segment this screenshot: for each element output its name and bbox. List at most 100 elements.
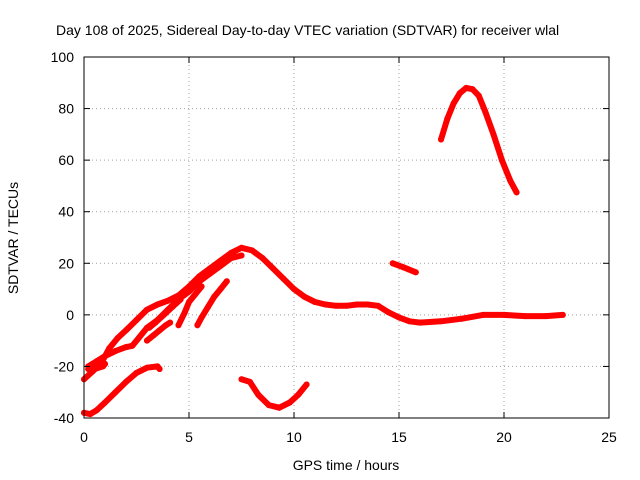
y-tick-label: 20 [58, 255, 74, 271]
data-point [106, 345, 113, 352]
data-point [322, 301, 329, 308]
data-point [513, 189, 520, 196]
data-point [238, 244, 245, 251]
data-point [343, 302, 350, 309]
data-point [169, 304, 176, 311]
data-point [280, 275, 287, 282]
y-axis-label: SDTVAR / TECUs [5, 182, 21, 294]
data-point [217, 262, 224, 269]
data-point [444, 115, 451, 122]
data-point [198, 314, 205, 321]
data-point [249, 247, 255, 254]
data-point [102, 353, 108, 360]
data-point [186, 299, 192, 305]
data-point [223, 278, 230, 285]
x-tick-label: 25 [601, 429, 617, 445]
data-point [389, 260, 396, 267]
data-point [123, 344, 129, 351]
data-point [146, 324, 153, 331]
data-point [522, 313, 528, 320]
data-point [482, 108, 489, 115]
data-point [238, 376, 245, 383]
x-tick-label: 15 [391, 429, 407, 445]
data-point [211, 293, 218, 300]
data-point [480, 311, 486, 318]
data-point [490, 131, 497, 138]
data-point [450, 100, 457, 107]
data-point [156, 327, 163, 334]
data-point [265, 402, 272, 409]
y-tick-label: 0 [66, 307, 74, 323]
y-tick-label: 80 [58, 101, 74, 117]
data-point [93, 358, 100, 365]
data-point [123, 327, 129, 334]
data-point [160, 311, 167, 318]
data-point [204, 304, 211, 311]
data-point [385, 309, 392, 316]
data-point [507, 177, 514, 184]
series-line-arc-g [81, 363, 163, 418]
data-point [186, 288, 192, 295]
data-point [498, 157, 505, 164]
data-point [291, 286, 297, 293]
data-point [469, 86, 476, 93]
data-point [196, 278, 203, 285]
data-point [364, 301, 371, 308]
data-point [475, 92, 482, 99]
x-axis-label: GPS time / hours [293, 457, 400, 473]
data-point [112, 348, 119, 354]
data-point [181, 309, 188, 316]
data-point [270, 265, 276, 272]
plot-frame [83, 56, 610, 419]
data-point [417, 319, 423, 326]
data-series [81, 84, 566, 418]
data-point [295, 391, 302, 398]
data-point [150, 332, 157, 339]
data-point [102, 399, 108, 406]
data-point [301, 293, 308, 300]
data-point [85, 366, 92, 372]
y-tick-label: -40 [54, 410, 74, 426]
series-line-arc-main [81, 244, 566, 383]
data-point [456, 90, 463, 97]
data-point [543, 313, 549, 320]
x-tick-label: 5 [185, 429, 193, 445]
data-point [129, 342, 136, 349]
y-tick-label: 40 [58, 204, 74, 220]
data-point [559, 311, 566, 318]
data-point [102, 360, 108, 367]
data-point [87, 411, 94, 418]
data-point [133, 369, 140, 376]
y-tick-label: 60 [58, 152, 74, 168]
grid-lines [84, 57, 609, 418]
data-point [276, 404, 283, 411]
data-point [459, 315, 465, 322]
data-point [123, 378, 129, 385]
axis-ticks: 0 5 10 15 20 25 -40 -20 0 20 40 60 80 100 [51, 49, 617, 445]
y-tick-label: -20 [54, 358, 74, 374]
data-point [438, 318, 444, 325]
data-point [333, 302, 339, 309]
data-point [144, 306, 150, 313]
x-tick-label: 0 [80, 429, 88, 445]
x-tick-label: 10 [286, 429, 302, 445]
data-point [165, 297, 171, 304]
data-point [217, 286, 224, 293]
data-point [259, 255, 266, 262]
chart-title: Day 108 of 2025, Sidereal Day-to-day VTE… [56, 22, 559, 38]
data-point [156, 366, 163, 372]
data-point [154, 301, 161, 308]
data-point [412, 269, 419, 276]
data-point [400, 264, 407, 271]
data-point [177, 296, 184, 303]
data-point [198, 283, 205, 290]
data-point [501, 311, 507, 318]
data-point [255, 391, 262, 398]
data-point [112, 389, 119, 396]
data-point [207, 270, 213, 277]
data-point [192, 291, 199, 298]
x-tick-label: 20 [496, 429, 512, 445]
data-point [438, 136, 444, 143]
data-point [406, 318, 413, 325]
